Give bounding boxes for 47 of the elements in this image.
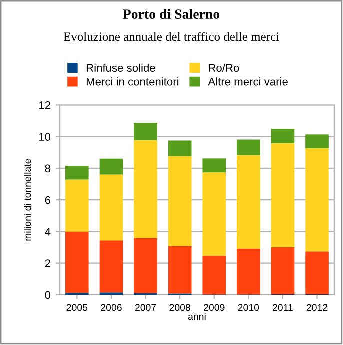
bar <box>100 174 124 241</box>
legend-label: Ro/Ro <box>209 64 240 72</box>
bar <box>100 240 124 293</box>
bar <box>202 172 226 256</box>
bar <box>237 155 260 249</box>
y-tick-label: 10 <box>39 133 51 141</box>
bar <box>202 158 226 173</box>
x-tick-label: 2008 <box>170 304 190 312</box>
x-tick-label: 2006 <box>101 304 122 312</box>
bar <box>271 143 295 248</box>
bar <box>168 156 192 246</box>
y-tick-label: 12 <box>39 101 50 110</box>
y-axis-title: milioni di tonnellate <box>24 159 32 241</box>
bar <box>306 252 329 294</box>
chart-subtitle: Evoluzione annuale del traffico delle merci <box>64 32 280 42</box>
legend-label: Altre merci varie <box>208 78 288 86</box>
chart-title: Porto di Salerno <box>123 9 220 19</box>
bar <box>271 247 295 294</box>
x-tick-label: 2012 <box>306 304 328 312</box>
bar <box>237 248 260 295</box>
y-tick-label: 6 <box>45 196 51 204</box>
y-tick-label: 8 <box>45 164 51 173</box>
bar <box>100 158 124 175</box>
bar <box>306 134 329 149</box>
bar <box>168 140 192 156</box>
bar <box>237 140 260 156</box>
x-tick-label: 2011 <box>273 304 293 312</box>
y-tick-label: 0 <box>45 291 51 300</box>
x-tick-label: 2005 <box>66 304 88 312</box>
y-tick-label: 2 <box>45 260 50 268</box>
bar <box>168 246 192 294</box>
x-tick-label: 2009 <box>204 304 225 312</box>
y-tick-label: 4 <box>45 228 51 236</box>
bar <box>306 148 329 252</box>
x-tick-label: 2007 <box>135 304 156 312</box>
bar <box>134 238 158 294</box>
bar <box>202 256 226 295</box>
legend-label: Merci in contenitori <box>86 78 179 86</box>
bar <box>66 232 89 294</box>
legend-label: Rinfuse solide <box>86 64 156 72</box>
bar <box>134 123 158 140</box>
x-axis-title: anni <box>188 313 206 320</box>
x-tick-label: 2010 <box>238 304 260 312</box>
bar <box>134 140 158 238</box>
bar <box>66 166 89 180</box>
bar <box>66 180 89 232</box>
bar <box>271 128 295 144</box>
